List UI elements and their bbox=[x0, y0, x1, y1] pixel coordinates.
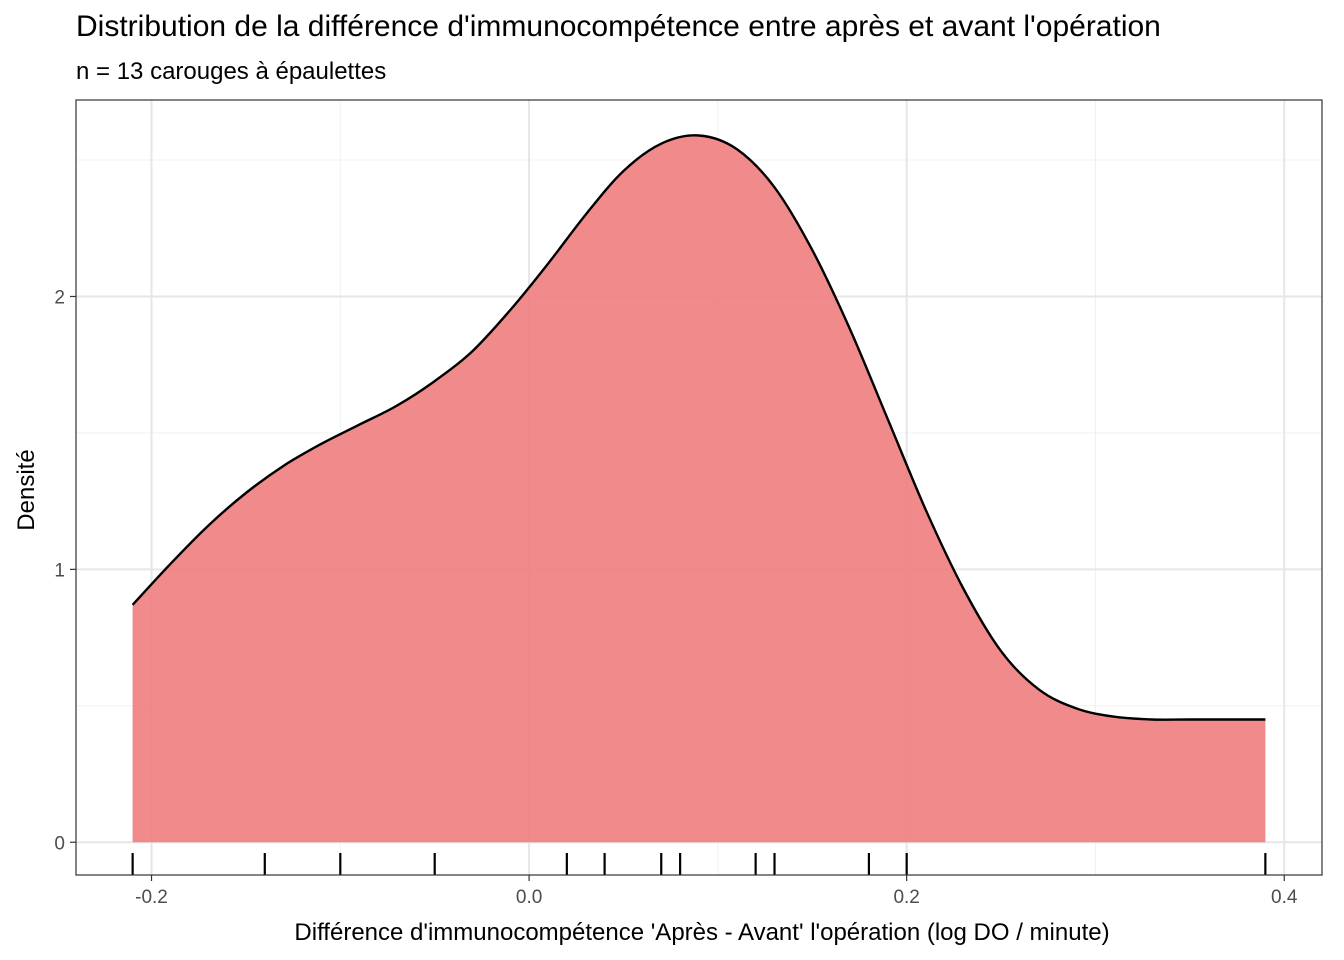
y-tick-label: 1 bbox=[54, 560, 65, 581]
x-tick-label: -0.2 bbox=[135, 887, 168, 908]
density-area bbox=[131, 134, 1266, 843]
y-axis-title: Densité bbox=[13, 449, 40, 530]
x-tick-label: 0.0 bbox=[516, 887, 542, 908]
y-tick-label: 0 bbox=[54, 833, 65, 854]
rug-marks bbox=[131, 853, 1267, 875]
y-tick-label: 2 bbox=[54, 287, 65, 308]
density-curve bbox=[131, 134, 1266, 721]
x-axis-title: Différence d'immunocompétence 'Après - A… bbox=[294, 919, 1109, 946]
x-tick-label: 0.4 bbox=[1271, 887, 1298, 908]
density-fill bbox=[132, 135, 1266, 843]
chart-subtitle: n = 13 carouges à épaulettes bbox=[76, 58, 387, 85]
x-axis: -0.2 0.0 0.2 0.4 bbox=[135, 875, 1298, 908]
y-axis: 0 1 2 bbox=[54, 287, 76, 854]
x-tick-label: 0.2 bbox=[893, 887, 919, 908]
chart-title: Distribution de la différence d'immunoco… bbox=[76, 10, 1161, 43]
plot-panel-border bbox=[75, 99, 1323, 876]
